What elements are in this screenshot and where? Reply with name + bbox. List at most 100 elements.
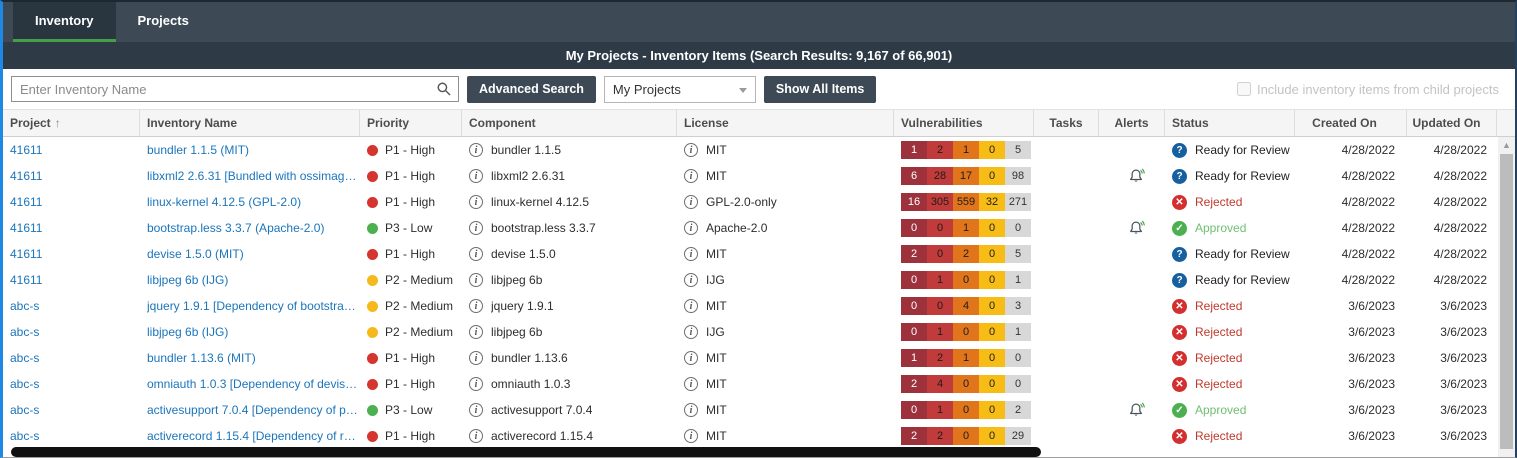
component-info-icon[interactable]: i — [469, 221, 483, 235]
column-header-inventory-name[interactable]: Inventory Name — [140, 110, 360, 136]
project-link[interactable]: abc-s — [10, 429, 40, 443]
project-link[interactable]: 41611 — [10, 143, 43, 157]
show-all-items-button[interactable]: Show All Items — [763, 75, 877, 103]
vulnerability-bar[interactable]: 16 305 559 32 271 — [901, 193, 1031, 211]
vulnerability-bar[interactable]: 1 2 1 0 5 — [901, 141, 1031, 159]
vulnerability-bar[interactable]: 0 1 0 0 1 — [901, 271, 1031, 289]
table-row[interactable]: abc-s omniauth 1.0.3 [Dependency of devi… — [3, 371, 1498, 397]
column-header-alerts[interactable]: Alerts — [1099, 110, 1165, 136]
license-info-icon[interactable]: i — [684, 195, 698, 209]
license-info-icon[interactable]: i — [684, 429, 698, 443]
tab-inventory[interactable]: Inventory — [13, 2, 116, 42]
license-info-icon[interactable]: i — [684, 377, 698, 391]
table-row[interactable]: abc-s jquery 1.9.1 [Dependency of bootst… — [3, 293, 1498, 319]
license-info-icon[interactable]: i — [684, 351, 698, 365]
component-info-icon[interactable]: i — [469, 273, 483, 287]
inventory-name-link[interactable]: libjpeg 6b (IJG) — [147, 273, 229, 287]
vulnerability-bar[interactable]: 0 1 0 0 1 — [901, 323, 1031, 341]
vertical-scrollbar-thumb[interactable] — [1500, 154, 1513, 449]
alert-bell-icon[interactable] — [1126, 218, 1146, 238]
project-link[interactable]: 41611 — [10, 169, 43, 183]
vulnerability-bar[interactable]: 6 28 17 0 98 — [901, 167, 1031, 185]
vulnerability-bar[interactable]: 0 0 1 0 0 — [901, 219, 1031, 237]
component-info-icon[interactable]: i — [469, 195, 483, 209]
project-link[interactable]: 41611 — [10, 273, 43, 287]
inventory-name-link[interactable]: activerecord 1.15.4 [Dependency of rails… — [147, 429, 360, 443]
component-info-icon[interactable]: i — [469, 299, 483, 313]
horizontal-scrollbar-thumb[interactable] — [11, 447, 1041, 457]
table-row[interactable]: 41611 libjpeg 6b (IJG) P2 - Medium i lib… — [3, 267, 1498, 293]
tab-projects[interactable]: Projects — [116, 2, 211, 42]
search-input[interactable] — [11, 76, 459, 102]
component-info-icon[interactable]: i — [469, 247, 483, 261]
component-info-icon[interactable]: i — [469, 143, 483, 157]
license-info-icon[interactable]: i — [684, 403, 698, 417]
component-info-icon[interactable]: i — [469, 377, 483, 391]
vulnerability-bar[interactable]: 2 4 0 0 0 — [901, 375, 1031, 393]
project-link[interactable]: abc-s — [10, 351, 40, 365]
vulnerability-bar[interactable]: 0 1 0 0 2 — [901, 401, 1031, 419]
inventory-name-link[interactable]: libxml2 2.6.31 [Bundled with ossimage 7.… — [147, 169, 360, 183]
license-info-icon[interactable]: i — [684, 169, 698, 183]
license-info-icon[interactable]: i — [684, 299, 698, 313]
column-header-priority[interactable]: Priority — [360, 110, 462, 136]
inventory-name-link[interactable]: devise 1.5.0 (MIT) — [147, 247, 244, 261]
license-info-icon[interactable]: i — [684, 221, 698, 235]
search-icon[interactable] — [436, 81, 452, 102]
scroll-up-arrow-icon[interactable]: ▲ — [1502, 140, 1511, 150]
inventory-name-link[interactable]: bootstrap.less 3.3.7 (Apache-2.0) — [147, 221, 325, 235]
column-header-component[interactable]: Component — [462, 110, 677, 136]
column-header-created-on[interactable]: Created On — [1295, 110, 1407, 136]
vulnerability-bar[interactable]: 1 2 1 0 0 — [901, 349, 1031, 367]
scope-dropdown[interactable]: My Projects — [603, 75, 756, 103]
column-header-vulnerabilities[interactable]: Vulnerabilities — [894, 110, 1034, 136]
vertical-scrollbar[interactable]: ▲ — [1498, 137, 1515, 457]
column-header-license[interactable]: License — [677, 110, 894, 136]
component-info-icon[interactable]: i — [469, 429, 483, 443]
column-header-tasks[interactable]: Tasks — [1034, 110, 1099, 136]
vulnerability-bar[interactable]: 2 2 0 0 29 — [901, 427, 1031, 445]
advanced-search-button[interactable]: Advanced Search — [467, 75, 596, 103]
table-row[interactable]: abc-s activesupport 7.0.4 [Dependency of… — [3, 397, 1498, 423]
component-info-icon[interactable]: i — [469, 403, 483, 417]
inventory-name-link[interactable]: libjpeg 6b (IJG) — [147, 325, 229, 339]
horizontal-scrollbar[interactable] — [3, 447, 1498, 457]
inventory-name-link[interactable]: bundler 1.1.5 (MIT) — [147, 143, 250, 157]
column-header-project[interactable]: Project ↑ — [3, 110, 140, 136]
inventory-name-link[interactable]: activesupport 7.0.4 [Dependency of paper… — [147, 403, 360, 417]
vulnerability-bar[interactable]: 2 0 2 0 5 — [901, 245, 1031, 263]
inventory-name-link[interactable]: omniauth 1.0.3 [Dependency of devise 1.5… — [147, 377, 360, 391]
vulnerability-count-critical: 2 — [901, 245, 927, 263]
license-info-icon[interactable]: i — [684, 247, 698, 261]
table-row[interactable]: abc-s libjpeg 6b (IJG) P2 - Medium i lib… — [3, 319, 1498, 345]
table-row[interactable]: 41611 devise 1.5.0 (MIT) P1 - High i dev… — [3, 241, 1498, 267]
license-label: MIT — [706, 429, 727, 443]
project-link[interactable]: 41611 — [10, 221, 43, 235]
table-row[interactable]: 41611 linux-kernel 4.12.5 (GPL-2.0) P1 -… — [3, 189, 1498, 215]
table-row[interactable]: 41611 libxml2 2.6.31 [Bundled with ossim… — [3, 163, 1498, 189]
table-row[interactable]: abc-s activerecord 1.15.4 [Dependency of… — [3, 423, 1498, 449]
column-header-updated-on[interactable]: Updated On — [1407, 110, 1497, 136]
table-row[interactable]: 41611 bootstrap.less 3.3.7 (Apache-2.0) … — [3, 215, 1498, 241]
alert-bell-icon[interactable] — [1126, 166, 1146, 186]
project-link[interactable]: 41611 — [10, 247, 43, 261]
project-link[interactable]: abc-s — [10, 325, 40, 339]
project-link[interactable]: abc-s — [10, 299, 40, 313]
project-link[interactable]: abc-s — [10, 403, 40, 417]
inventory-name-link[interactable]: jquery 1.9.1 [Dependency of bootstrap.le… — [147, 299, 360, 313]
component-info-icon[interactable]: i — [469, 351, 483, 365]
alert-bell-icon[interactable] — [1126, 400, 1146, 420]
component-info-icon[interactable]: i — [469, 169, 483, 183]
vulnerability-bar[interactable]: 0 0 4 0 3 — [901, 297, 1031, 315]
table-row[interactable]: abc-s bundler 1.13.6 (MIT) P1 - High i b… — [3, 345, 1498, 371]
license-info-icon[interactable]: i — [684, 273, 698, 287]
license-info-icon[interactable]: i — [684, 143, 698, 157]
project-link[interactable]: 41611 — [10, 195, 43, 209]
project-link[interactable]: abc-s — [10, 377, 40, 391]
table-row[interactable]: 41611 bundler 1.1.5 (MIT) P1 - High i bu… — [3, 137, 1498, 163]
component-info-icon[interactable]: i — [469, 325, 483, 339]
column-header-status[interactable]: Status — [1165, 110, 1295, 136]
license-info-icon[interactable]: i — [684, 325, 698, 339]
inventory-name-link[interactable]: bundler 1.13.6 (MIT) — [147, 351, 256, 365]
inventory-name-link[interactable]: linux-kernel 4.12.5 (GPL-2.0) — [147, 195, 302, 209]
